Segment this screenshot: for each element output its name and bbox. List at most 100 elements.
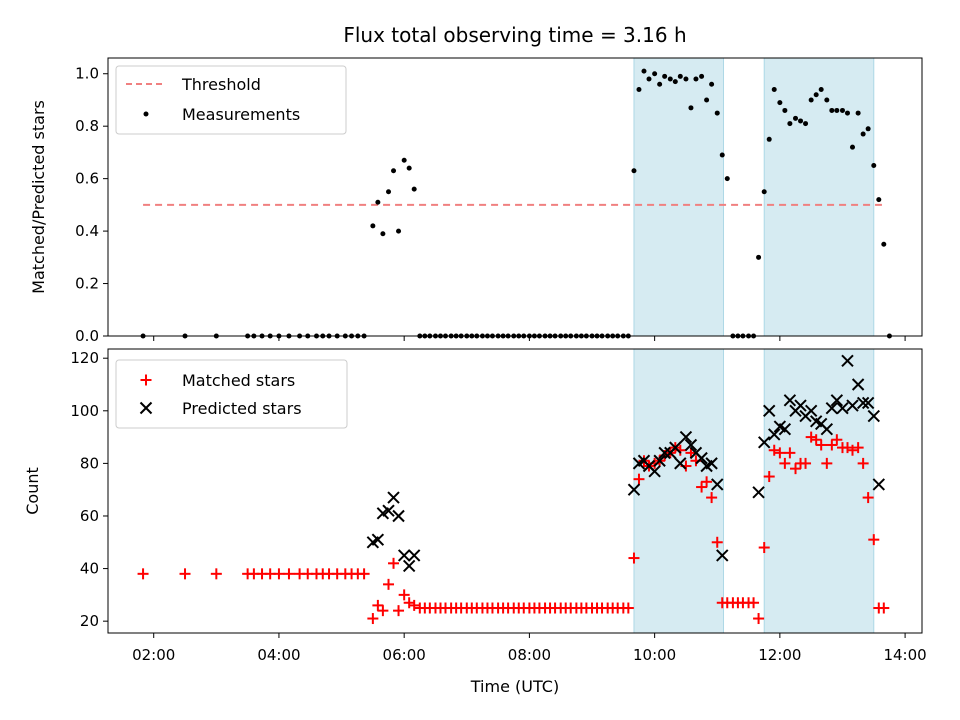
matched-star-point: [748, 597, 760, 609]
predicted-star-point: [674, 457, 687, 470]
measurement-point: [829, 107, 835, 113]
measurement-point: [406, 165, 412, 171]
matched-star-point: [841, 442, 853, 454]
y-tick-label: 0.0: [75, 327, 99, 345]
shaded-interval: [763, 57, 875, 337]
bottom-panel: 20 40 60 80 100 120 02:00 04:00 06:00 08:00 10:00…: [23, 348, 927, 696]
predicted-star-point: [872, 478, 886, 491]
top-x-tick-marks: [153, 336, 906, 341]
matched-star-point: [826, 439, 838, 451]
matched-star-point: [398, 589, 410, 601]
legend-measurements-label: Measurements: [182, 105, 300, 124]
x-tick-label: 14:00: [883, 646, 926, 664]
matched-star-point: [878, 602, 890, 614]
shaded-interval: [633, 57, 725, 337]
x-tick-label: 10:00: [633, 646, 676, 664]
top-y-ticks: 0.0 0.2 0.4 0.6 0.8 1.0: [75, 65, 108, 345]
top-legend: Threshold Measurements: [115, 65, 347, 135]
bottom-plot-frame: [107, 348, 923, 634]
measurement-point: [876, 197, 882, 203]
measurement-point: [683, 76, 689, 82]
predicted-star-point: [669, 441, 682, 454]
predicted-star-point: [684, 438, 698, 452]
matched-star-point: [273, 568, 285, 580]
x-tick-label: 06:00: [383, 646, 426, 664]
matched-star-point: [383, 578, 395, 590]
measurement-point: [803, 121, 809, 127]
matched-star-point: [768, 444, 780, 456]
matched-star-point: [774, 447, 786, 459]
y-tick-label: 20: [80, 612, 99, 630]
x-tick-label: 08:00: [508, 646, 551, 664]
measurement-point: [813, 92, 819, 98]
legend-plus-marker: [140, 374, 152, 386]
predicted-star-point: [758, 436, 771, 449]
matched-star-point: [633, 473, 645, 485]
matched-star-point: [367, 613, 379, 625]
matched-star-point: [779, 457, 791, 469]
measurement-point: [761, 189, 767, 195]
matched-star-point: [805, 431, 817, 443]
matched-star-point: [800, 457, 812, 469]
matched-star-point: [763, 471, 775, 483]
matched-star-point: [706, 492, 718, 504]
predicted-star-point: [382, 504, 395, 517]
measurement-point: [756, 254, 762, 260]
measurement-point: [766, 136, 772, 142]
x-tick-label: 02:00: [132, 646, 175, 664]
measurement-point: [704, 97, 710, 103]
matched-star-point: [758, 542, 770, 554]
predicted-star-point: [397, 549, 411, 562]
predicted-star-point: [705, 457, 718, 470]
matched-star-point: [753, 613, 765, 625]
top-plot-frame: [107, 57, 923, 337]
predicted-star-point: [648, 465, 661, 478]
x-axis-label: Time (UTC): [470, 677, 559, 696]
measurement-point: [386, 189, 392, 195]
y-tick-label: 80: [80, 454, 99, 472]
predicted-star-point: [846, 399, 859, 412]
measurement-point: [380, 231, 386, 237]
measurement-point: [672, 79, 678, 85]
y-tick-label: 0.4: [75, 222, 99, 240]
legend-matched-label: Matched stars: [182, 371, 295, 390]
measurement-point: [771, 86, 777, 92]
measurement-point: [714, 110, 720, 116]
predicted-star-point: [653, 454, 666, 467]
predicted-star-point: [794, 399, 807, 412]
measurement-point: [798, 118, 804, 124]
matched-star-point: [372, 599, 384, 611]
matched-star-point: [393, 605, 405, 617]
measurement-point: [818, 86, 824, 92]
measurement-point: [881, 241, 887, 247]
legend-predicted-swatch: [139, 401, 153, 415]
measurement-point: [375, 199, 381, 205]
measurement-point: [787, 121, 793, 127]
measurement-point: [834, 107, 840, 113]
measurement-point: [709, 81, 715, 87]
matched-star-point: [137, 568, 149, 580]
measurement-point: [849, 144, 855, 150]
matched-star-point: [815, 439, 827, 451]
matched-star-point: [622, 602, 634, 614]
predicted-star-point: [716, 549, 729, 562]
measurement-point: [641, 68, 647, 74]
bottom-legend: Matched stars Predicted stars: [115, 359, 348, 429]
bottom-shaded-intervals: [633, 348, 875, 634]
bottom-y-ticks: 20 40 60 80 100 120: [70, 349, 108, 630]
measurement-point: [844, 110, 850, 116]
measurement-point: [724, 176, 730, 182]
measurement-point: [631, 168, 637, 174]
predicted-star-point: [783, 394, 797, 407]
measurement-point: [667, 76, 673, 82]
predicted-star-point: [768, 428, 781, 441]
matched-star-point: [403, 597, 415, 609]
y-tick-label: 0.8: [75, 117, 99, 135]
measurement-point: [855, 110, 861, 116]
measurement-point: [652, 71, 658, 77]
measurement-point: [396, 228, 402, 234]
matched-star-point: [711, 536, 723, 548]
measurement-point: [860, 131, 866, 137]
measurement-point: [646, 76, 652, 82]
